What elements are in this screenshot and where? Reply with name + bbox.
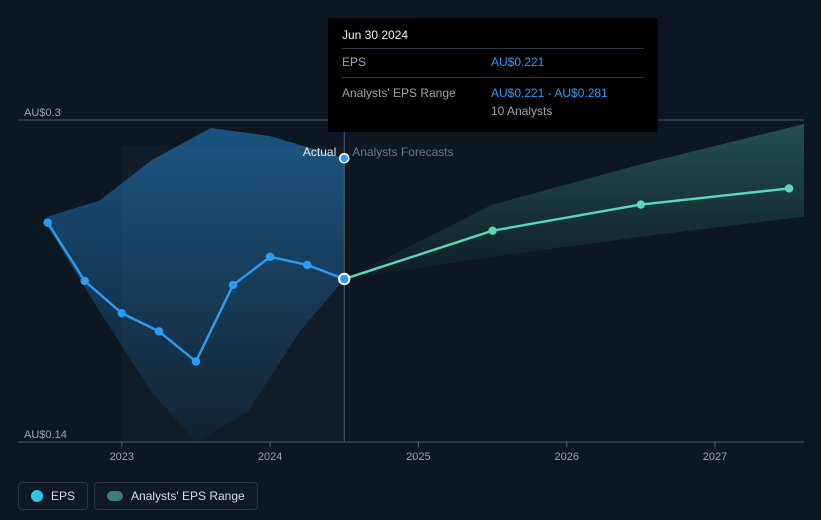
svg-text:2025: 2025 <box>406 451 430 463</box>
legend-label: EPS <box>51 489 75 503</box>
chart-legend: EPS Analysts' EPS Range <box>18 482 258 510</box>
svg-text:AU$0.3: AU$0.3 <box>24 107 61 119</box>
svg-text:2027: 2027 <box>703 451 727 463</box>
legend-swatch-icon <box>31 490 43 502</box>
tooltip-date: Jun 30 2024 <box>342 28 644 42</box>
tooltip-row-value: AU$0.221 - AU$0.281 <box>491 84 644 102</box>
svg-text:2026: 2026 <box>554 451 578 463</box>
legend-item-eps[interactable]: EPS <box>18 482 88 510</box>
tooltip-row-value: AU$0.221 <box>491 53 644 71</box>
svg-text:Actual: Actual <box>303 145 336 159</box>
tooltip-row-sub: 10 Analysts <box>491 102 644 120</box>
legend-item-range[interactable]: Analysts' EPS Range <box>94 482 258 510</box>
tooltip-row-label: Analysts' EPS Range <box>342 84 491 102</box>
svg-text:2023: 2023 <box>110 451 134 463</box>
svg-text:Analysts Forecasts: Analysts Forecasts <box>352 145 453 159</box>
svg-text:2024: 2024 <box>258 451 282 463</box>
legend-label: Analysts' EPS Range <box>131 489 245 503</box>
tooltip-row-label: EPS <box>342 53 491 71</box>
legend-swatch-icon <box>107 491 123 501</box>
svg-text:AU$0.14: AU$0.14 <box>24 429 67 441</box>
chart-tooltip: Jun 30 2024 EPS AU$0.221 Analysts' EPS R… <box>328 18 658 132</box>
